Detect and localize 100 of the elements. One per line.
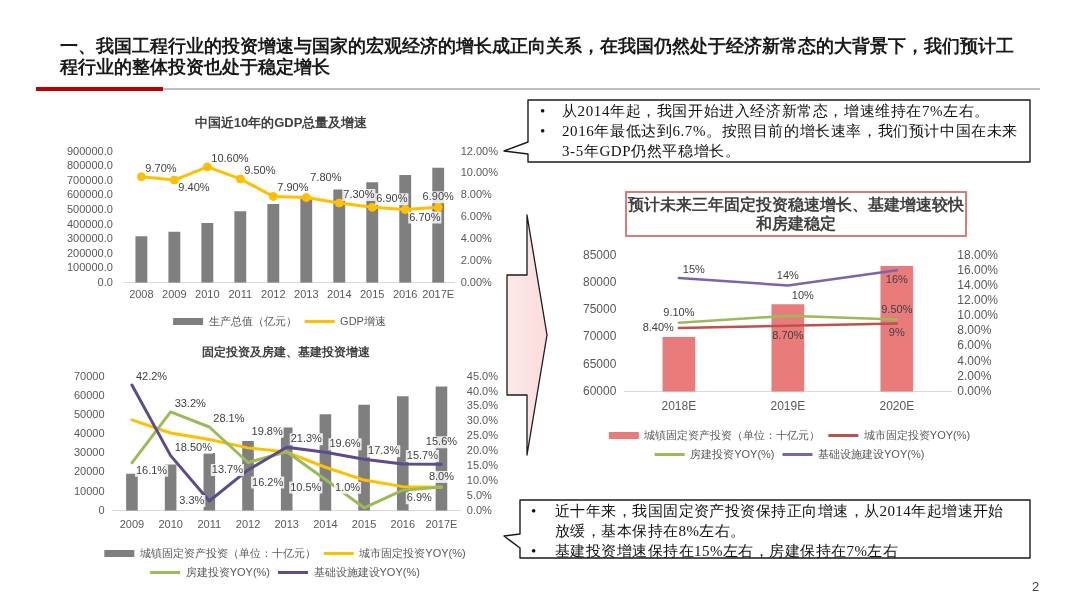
- y2-tick-label: 0.0%: [466, 503, 493, 516]
- chart-title: 中国近10年的GDP总量及增速: [193, 115, 369, 131]
- data-label: 8.40%: [642, 320, 675, 333]
- y2-tick-label: 2.00%: [957, 368, 992, 383]
- text: • 基建投资增速保持在15%左右，房建保持在7%左右: [531, 542, 900, 561]
- y2-tick-label: 25.0%: [466, 429, 499, 442]
- y2-tick-label: 12.00%: [957, 292, 999, 307]
- y-tick-label: 20000: [73, 465, 105, 478]
- y2-tick-label: 10.00%: [957, 308, 999, 323]
- legend-label: 城市固定投资YOY(%): [862, 428, 971, 441]
- data-label: 9.40%: [178, 181, 210, 194]
- point: [268, 191, 278, 201]
- data-label: 10.60%: [211, 151, 249, 164]
- x-tick-label: 2011: [228, 288, 253, 301]
- data-label: 16.2%: [252, 475, 284, 488]
- data-label: 21.3%: [290, 432, 323, 445]
- data-label: 9%: [888, 326, 905, 339]
- y2-tick-label: 8.00%: [957, 323, 992, 338]
- point: [169, 175, 179, 185]
- legend-label: 城镇固定资产投资（单位：十亿元）: [643, 428, 821, 441]
- y-tick-label: 70000: [73, 369, 105, 382]
- data-label: 6.90%: [422, 190, 455, 203]
- text: • 从2014年起，我国开始进入经济新常态，增速维持在7%左右。: [540, 102, 991, 121]
- x-tick-label: 2017E: [425, 518, 458, 531]
- y-tick-label: 80000: [582, 274, 617, 289]
- bar: [300, 196, 313, 283]
- data-label: 19.8%: [251, 424, 283, 437]
- data-label: 15.7%: [406, 449, 439, 462]
- x-tick-label: 2015: [360, 288, 385, 301]
- y2-tick-label: 10.0%: [466, 474, 499, 487]
- y2-tick-label: 4.00%: [460, 232, 493, 245]
- y-tick-label: 85000: [582, 247, 617, 262]
- x-tick-label: 2017E: [422, 288, 455, 301]
- y2-tick-label: 8.00%: [460, 188, 493, 201]
- x-tick-label: 2015: [351, 518, 377, 531]
- data-label: 13.7%: [211, 462, 244, 475]
- data-label: 33.2%: [174, 396, 207, 409]
- y2-tick-label: 0.00%: [957, 383, 992, 398]
- y-tick-label: 100000.0: [66, 261, 113, 274]
- data-label: 9.70%: [145, 161, 177, 174]
- data-label: 17.3%: [368, 444, 400, 457]
- data-label: 14%: [776, 268, 800, 281]
- x-tick-label: 2009: [119, 518, 145, 531]
- y2-tick-label: 6.00%: [460, 210, 493, 223]
- x-tick-label: 2016: [390, 518, 416, 531]
- data-label: 7.30%: [343, 188, 375, 201]
- y2-tick-label: 12.00%: [460, 144, 499, 157]
- x-tick-label: 2012: [261, 288, 286, 301]
- x-tick-label: 2009: [162, 288, 187, 301]
- x-tick-label: 2013: [294, 288, 319, 301]
- chart-title: 固定投资及房建、基建投资增速: [201, 345, 371, 359]
- data-label: 16.1%: [135, 463, 168, 476]
- y-tick-label: 40000: [73, 427, 105, 440]
- point: [136, 172, 146, 182]
- x-tick-label: 2014: [327, 288, 352, 301]
- data-label: 6.70%: [409, 210, 441, 223]
- x-tick-label: 2019E: [770, 399, 806, 414]
- legend-label: 基础设施建设YOY(%): [313, 565, 420, 578]
- y-tick-label: 400000.0: [66, 217, 113, 230]
- point: [367, 202, 377, 212]
- y-tick-label: 800000.0: [66, 159, 113, 172]
- data-label: 3.3%: [179, 493, 205, 506]
- point: [301, 193, 311, 203]
- bar: [168, 231, 181, 283]
- legend-label: 基础设施建设YOY(%): [818, 447, 925, 460]
- y-tick-label: 70000: [582, 329, 617, 344]
- data-label: 1.0%: [335, 480, 361, 493]
- x-tick-label: 2012: [235, 518, 261, 531]
- point: [400, 205, 410, 215]
- data-label: 19.6%: [329, 437, 361, 450]
- bar: [126, 473, 138, 511]
- x-tick-label: 2008: [129, 288, 154, 301]
- data-label: 16%: [885, 273, 909, 286]
- y2-tick-label: 15.0%: [466, 459, 499, 472]
- y-tick-label: 60000: [582, 383, 617, 398]
- bar: [234, 211, 247, 283]
- y-tick-label: 50000: [73, 407, 105, 420]
- bar: [267, 204, 280, 283]
- y-tick-label: 30000: [73, 446, 105, 459]
- data-label: 15.6%: [425, 435, 458, 448]
- y2-tick-label: 35.0%: [466, 399, 499, 412]
- data-label: 6.9%: [406, 491, 433, 504]
- legend-label: 房建投资YOY(%): [185, 565, 271, 578]
- x-tick-label: 2010: [195, 288, 220, 301]
- y2-tick-label: 18.00%: [957, 247, 999, 262]
- point: [202, 162, 212, 172]
- legend-label: 城市固定投资YOY(%): [358, 546, 466, 559]
- bar: [201, 223, 214, 283]
- y-tick-label: 700000.0: [66, 173, 113, 186]
- y-tick-label: 200000.0: [66, 246, 113, 259]
- y2-tick-label: 2.00%: [460, 253, 493, 266]
- point: [334, 198, 344, 208]
- y-tick-label: 0: [98, 503, 105, 516]
- data-label: 9.50%: [244, 163, 276, 176]
- legend-label: 房建投资YOY(%): [690, 447, 775, 460]
- y2-tick-label: 4.00%: [957, 353, 992, 368]
- x-tick-label: 2020E: [879, 399, 915, 414]
- bar: [333, 189, 346, 283]
- x-tick-label: 2013: [274, 518, 299, 531]
- data-label: 18.50%: [174, 440, 213, 453]
